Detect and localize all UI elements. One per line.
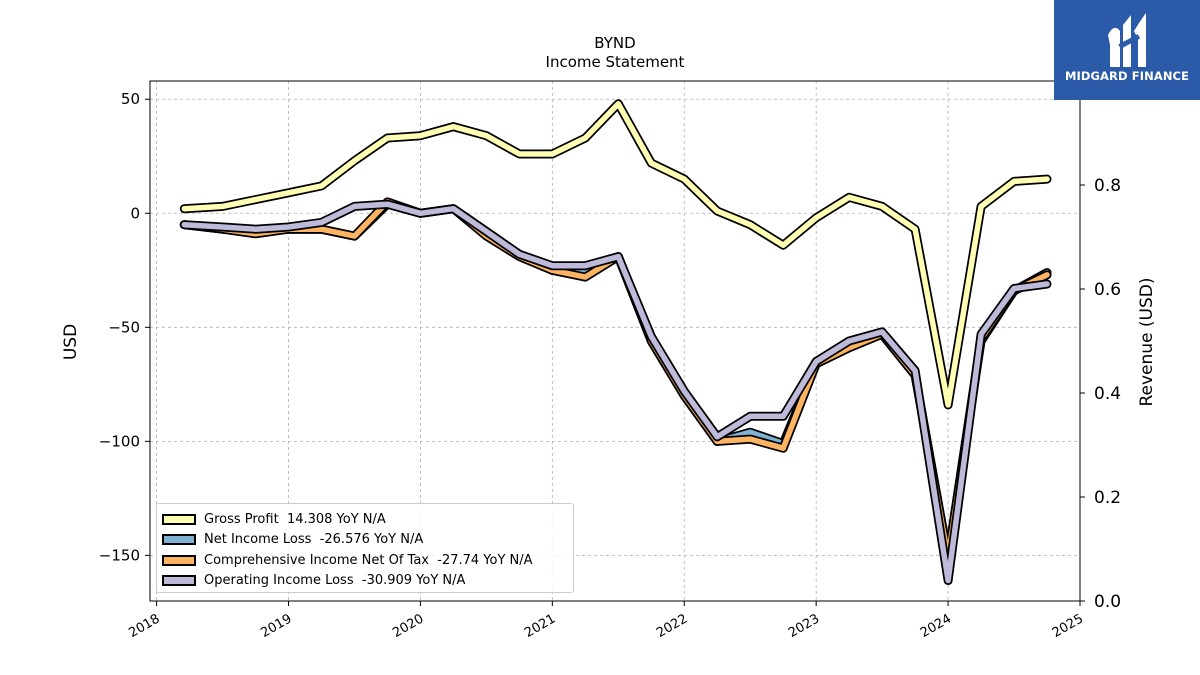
chart-title: BYND <box>594 34 635 52</box>
legend-swatch <box>162 534 196 546</box>
legend-item: Operating Income Loss -30.909 YoY N/A <box>162 571 573 592</box>
legend-swatch <box>162 554 196 566</box>
chart-legend: Gross Profit 14.308 YoY N/A Net Income Lo… <box>156 503 574 593</box>
series-lines <box>179 99 1052 585</box>
x-tick-label: 2018 <box>126 611 162 641</box>
y-tick-label: 50 <box>121 90 140 108</box>
series-gross-profit <box>179 99 1052 410</box>
y2-tick-label: 0.4 <box>1094 384 1121 404</box>
x-tick-label: 2024 <box>918 611 954 641</box>
legend-label: Comprehensive Income Net Of Tax -27.74 Y… <box>204 552 533 568</box>
legend-swatch <box>162 575 196 587</box>
legend-label: Net Income Loss -26.576 YoY N/A <box>204 532 424 548</box>
legend-label: Gross Profit 14.308 YoY N/A <box>204 511 386 527</box>
logo-text: MIDGARD FINANCE <box>1064 69 1190 83</box>
series-line <box>181 201 1050 584</box>
x-tick-label: 2023 <box>786 611 822 641</box>
series-line <box>181 101 1050 408</box>
y2-tick-label: 0.2 <box>1094 488 1121 508</box>
y-tick-label: −50 <box>108 318 140 336</box>
y-tick-label: 0 <box>130 204 140 222</box>
logo-mark-icon <box>1108 13 1146 67</box>
y-axis-label: USD <box>61 324 81 360</box>
y-axis: 50 0 −50 −100 −150 <box>99 90 150 564</box>
x-tick-label: 2021 <box>522 611 558 641</box>
y2-tick-label: 0.0 <box>1094 592 1121 612</box>
legend-swatch <box>162 513 196 525</box>
legend-label: Operating Income Loss -30.909 YoY N/A <box>204 573 466 589</box>
y2-axis-label: Revenue (USD) <box>1137 277 1157 406</box>
x-tick-label: 2020 <box>390 611 426 641</box>
grid-lines <box>150 81 1080 601</box>
y2-axis: 0.8 0.6 0.4 0.2 0.0 <box>1080 176 1121 612</box>
legend-item: Comprehensive Income Net Of Tax -27.74 Y… <box>162 550 573 571</box>
y-tick-label: −150 <box>99 546 140 564</box>
legend-item: Gross Profit 14.308 YoY N/A <box>162 509 573 530</box>
y2-tick-label: 0.6 <box>1094 280 1121 300</box>
chart-subtitle: Income Statement <box>546 53 685 71</box>
y2-tick-label: 0.8 <box>1094 176 1121 196</box>
x-axis: 2018 2019 2020 2021 2022 2023 2024 2025 <box>126 601 1086 641</box>
y-tick-label: −100 <box>99 432 140 450</box>
series-operating-income-loss <box>179 199 1052 585</box>
x-tick-label: 2025 <box>1050 611 1086 641</box>
legend-item: Net Income Loss -26.576 YoY N/A <box>162 530 573 551</box>
x-tick-label: 2019 <box>258 611 294 641</box>
midgard-finance-logo: MIDGARD FINANCE <box>1054 0 1200 100</box>
x-tick-label: 2022 <box>654 611 690 641</box>
plot-frame <box>149 80 1081 602</box>
